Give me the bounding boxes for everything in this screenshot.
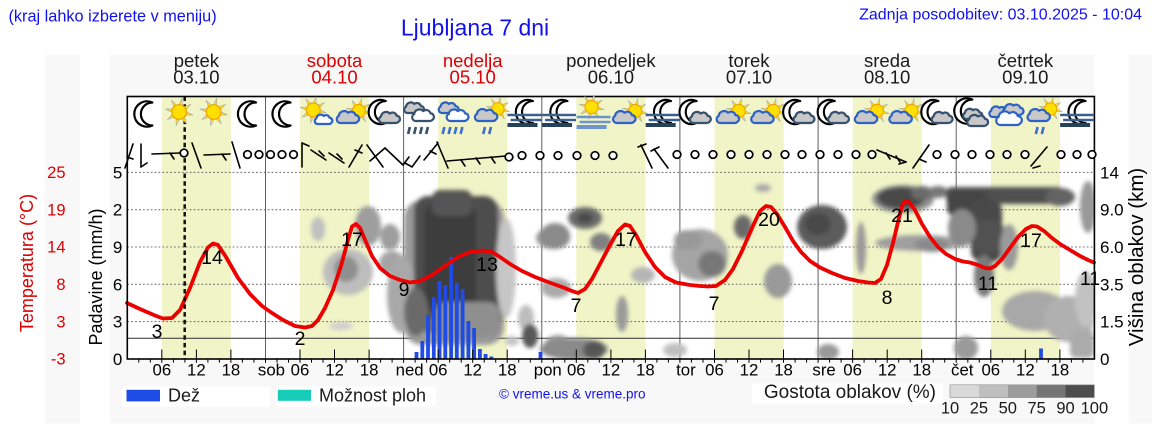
svg-text:14: 14: [1100, 163, 1119, 182]
svg-text:06.10: 06.10: [588, 66, 634, 87]
svg-text:Zadnja posodobitev: 03.10.2025: Zadnja posodobitev: 03.10.2025 - 10:04: [859, 7, 1142, 24]
svg-text:2: 2: [295, 328, 306, 350]
svg-text:25: 25: [47, 164, 65, 182]
svg-text:torek: torek: [728, 50, 770, 71]
svg-text:17: 17: [341, 229, 363, 251]
svg-text:09.10: 09.10: [1002, 66, 1048, 87]
svg-text:9.0: 9.0: [1100, 201, 1124, 220]
svg-text:11: 11: [978, 273, 998, 295]
svg-text:20: 20: [758, 209, 780, 231]
svg-text:© vreme.us & vreme.pro: © vreme.us & vreme.pro: [499, 387, 646, 402]
svg-text:18: 18: [222, 361, 241, 380]
svg-text:petek: petek: [174, 50, 220, 71]
svg-text:6: 6: [113, 275, 122, 294]
svg-text:Gostota oblakov (%): Gostota oblakov (%): [764, 382, 936, 403]
svg-text:Temperatura (°C): Temperatura (°C): [17, 194, 37, 332]
svg-text:17: 17: [1020, 230, 1042, 252]
svg-text:06: 06: [981, 361, 1000, 380]
svg-text:8: 8: [882, 287, 893, 309]
svg-text:12: 12: [1016, 361, 1035, 380]
svg-text:Padavine (mm/h): Padavine (mm/h): [86, 208, 106, 345]
svg-text:12: 12: [187, 361, 206, 380]
svg-text:14: 14: [47, 239, 65, 257]
svg-text:100: 100: [1081, 400, 1109, 418]
svg-text:0: 0: [1100, 350, 1109, 369]
svg-text:3: 3: [56, 313, 65, 331]
svg-text:18: 18: [774, 361, 793, 380]
svg-text:03.10: 03.10: [173, 66, 219, 87]
svg-text:sreda: sreda: [864, 50, 911, 71]
svg-text:06: 06: [153, 361, 172, 380]
svg-text:0: 0: [113, 350, 122, 369]
svg-text:17: 17: [615, 229, 637, 251]
svg-text:10: 10: [941, 400, 959, 418]
svg-text:ned: ned: [396, 361, 424, 380]
svg-text:08.10: 08.10: [864, 66, 910, 87]
svg-text:13: 13: [476, 254, 498, 276]
svg-text:sobota: sobota: [307, 50, 363, 71]
svg-text:ponedeljek: ponedeljek: [566, 50, 656, 71]
svg-text:12: 12: [602, 361, 621, 380]
svg-text:7: 7: [571, 295, 582, 317]
svg-text:06: 06: [843, 361, 862, 380]
svg-text:(kraj lahko izberete v meniju): (kraj lahko izberete v meniju): [9, 8, 217, 26]
svg-text:12: 12: [325, 361, 344, 380]
svg-text:18: 18: [912, 361, 931, 380]
svg-text:-3: -3: [51, 351, 66, 369]
svg-text:18: 18: [360, 361, 379, 380]
svg-text:3.5: 3.5: [1100, 275, 1124, 294]
svg-text:Višina oblakov (km): Višina oblakov (km): [1125, 168, 1148, 347]
svg-text:6.0: 6.0: [1100, 238, 1124, 257]
svg-text:12: 12: [740, 361, 759, 380]
svg-text:Dež: Dež: [168, 386, 200, 406]
svg-text:25: 25: [970, 400, 988, 418]
svg-text:2: 2: [113, 201, 122, 220]
svg-text:06: 06: [705, 361, 724, 380]
svg-text:5: 5: [113, 163, 122, 182]
svg-text:tor: tor: [676, 361, 696, 380]
svg-text:8: 8: [56, 276, 65, 294]
svg-text:90: 90: [1056, 400, 1074, 418]
svg-text:7: 7: [709, 293, 720, 315]
svg-text:18: 18: [1051, 361, 1070, 380]
svg-text:11: 11: [1080, 268, 1100, 290]
svg-text:3: 3: [113, 313, 122, 332]
svg-text:četrtek: četrtek: [998, 50, 1054, 71]
svg-text:21: 21: [891, 205, 913, 227]
svg-text:18: 18: [498, 361, 517, 380]
svg-text:čet: čet: [951, 361, 974, 380]
svg-text:05.10: 05.10: [450, 66, 496, 87]
svg-text:50: 50: [999, 400, 1017, 418]
svg-text:9: 9: [399, 279, 410, 301]
svg-text:04.10: 04.10: [311, 66, 357, 87]
svg-text:Ljubljana 7 dni: Ljubljana 7 dni: [401, 15, 549, 41]
svg-text:18: 18: [636, 361, 655, 380]
svg-text:12: 12: [463, 361, 482, 380]
svg-text:nedelja: nedelja: [443, 50, 503, 71]
svg-text:19: 19: [47, 201, 65, 219]
svg-text:75: 75: [1027, 400, 1045, 418]
svg-text:sre: sre: [812, 361, 835, 380]
svg-text:07.10: 07.10: [726, 66, 772, 87]
svg-text:Možnost ploh: Možnost ploh: [319, 386, 426, 406]
svg-text:9: 9: [113, 238, 122, 257]
svg-text:14: 14: [201, 247, 223, 269]
svg-text:1.5: 1.5: [1100, 313, 1124, 332]
svg-text:pon: pon: [534, 361, 562, 380]
svg-text:12: 12: [878, 361, 897, 380]
svg-text:06: 06: [429, 361, 448, 380]
svg-text:06: 06: [291, 361, 310, 380]
svg-text:06: 06: [567, 361, 586, 380]
svg-text:sob: sob: [258, 361, 285, 380]
svg-text:3: 3: [152, 321, 163, 343]
